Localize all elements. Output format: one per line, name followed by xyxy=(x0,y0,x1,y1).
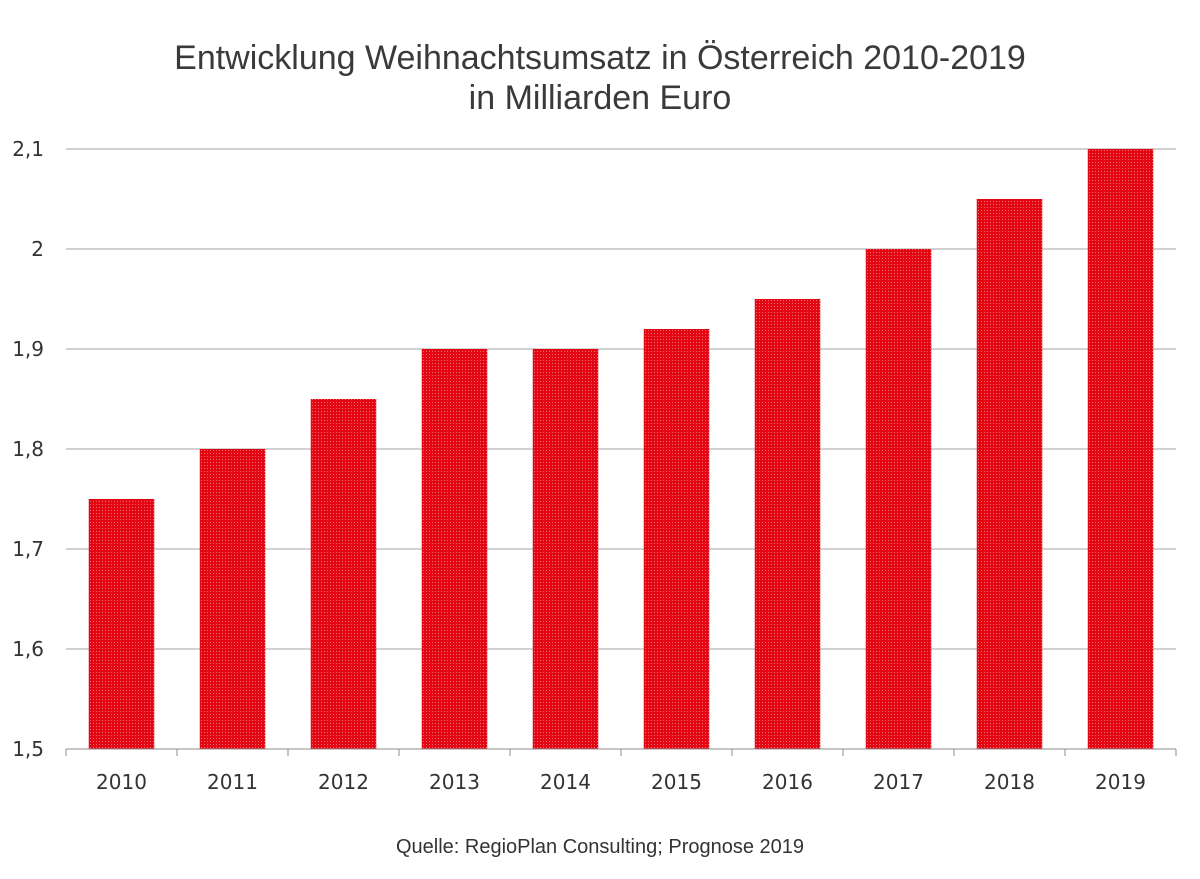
x-tick-label: 2012 xyxy=(318,770,369,794)
chart-subtitle: in Milliarden Euro xyxy=(468,79,732,117)
y-tick-label: 1,9 xyxy=(12,337,44,361)
bar-2014 xyxy=(532,349,599,749)
y-tick-label: 1,8 xyxy=(12,437,44,461)
chart-title-line: Entwicklung Weihnachtsumsatz in Österrei… xyxy=(174,39,1026,77)
y-axis-ticks: 1,5 1,6 1,7 1,8 1,9 2 2,1 xyxy=(12,137,44,761)
bar-2013 xyxy=(421,349,488,749)
x-tick-label: 2016 xyxy=(762,770,813,794)
bar-2015 xyxy=(643,329,710,749)
bars xyxy=(88,149,1154,749)
x-tick-label: 2013 xyxy=(429,770,480,794)
bar-2012 xyxy=(310,399,377,749)
x-tick-label: 2010 xyxy=(96,770,147,794)
bar-2010 xyxy=(88,499,155,749)
bar-2019 xyxy=(1087,149,1154,749)
bar-2016 xyxy=(754,299,821,749)
bar-2018 xyxy=(976,199,1043,749)
x-tick-label: 2011 xyxy=(207,770,258,794)
x-tick-label: 2019 xyxy=(1095,770,1146,794)
y-tick-label: 1,6 xyxy=(12,637,44,661)
y-tick-label: 1,7 xyxy=(12,537,44,561)
source-note: Quelle: RegioPlan Consulting; Prognose 2… xyxy=(395,836,805,858)
x-tick-label: 2017 xyxy=(873,770,924,794)
x-tick-label: 2014 xyxy=(540,770,591,794)
y-tick-label: 1,5 xyxy=(12,737,44,761)
bar-2011 xyxy=(199,449,266,749)
x-tick-label: 2018 xyxy=(984,770,1035,794)
x-axis-ticks: 2010 2011 2012 2013 2014 2015 2016 2017 2018 2019 xyxy=(96,770,1146,794)
chart-title: Entwicklung Weihnachtsumsatz in Österrei… xyxy=(0,38,1200,118)
y-tick-label: 2,1 xyxy=(12,137,44,161)
x-axis xyxy=(65,748,1177,756)
x-tick-label: 2015 xyxy=(651,770,702,794)
y-tick-label: 2 xyxy=(31,237,44,261)
bar-2017 xyxy=(865,249,932,749)
